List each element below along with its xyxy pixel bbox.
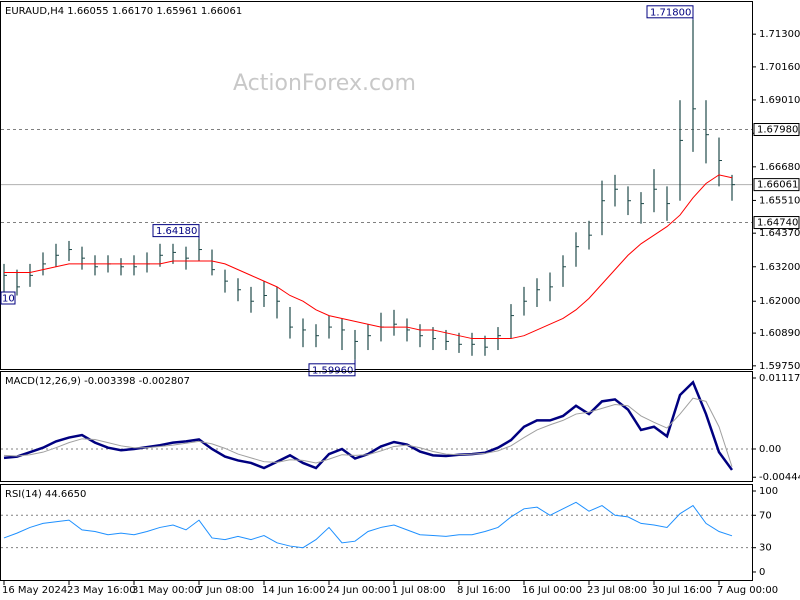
title-bg xyxy=(2,487,6,488)
y-tick-label: 70 xyxy=(759,510,772,521)
watermark: ActionForex.com xyxy=(233,71,416,96)
x-tick-label: 31 May 00:00 xyxy=(132,585,201,596)
title-bg xyxy=(2,4,6,5)
indicator-line xyxy=(3,397,733,467)
panel-title: RSI(14) 44.6650 xyxy=(5,489,86,500)
y-tick-label: -0.004449 xyxy=(759,472,800,483)
x-tick-label: 30 Jul 16:00 xyxy=(652,585,712,596)
x-tick-label: 16 Jul 00:00 xyxy=(522,585,582,596)
y-tick-label: 1.62000 xyxy=(759,296,800,307)
level-label: 1.66061 xyxy=(757,180,798,191)
cropped-label-box xyxy=(0,291,16,305)
x-tick-label: 23 May 16:00 xyxy=(67,585,136,596)
annotation-box xyxy=(646,5,694,19)
panel-frame xyxy=(0,1,753,370)
level-label-box xyxy=(753,123,800,137)
x-tick-label: 8 Jul 16:00 xyxy=(457,585,511,596)
annotation-label: 1.71800 xyxy=(650,7,691,18)
y-tick-label: 0.00 xyxy=(759,444,781,455)
y-tick-label: 0.011176 xyxy=(759,373,800,384)
cropped-label: 10 xyxy=(2,294,15,305)
y-tick-label: 1.70160 xyxy=(759,62,800,73)
annotation-label: 1.64180 xyxy=(156,226,197,237)
y-tick-label: 1.65510 xyxy=(759,195,800,206)
y-tick-label: 1.64370 xyxy=(759,228,800,239)
level-label-box xyxy=(753,216,800,230)
panel-title: EURAUD,H4 1.66055 1.66170 1.65961 1.6606… xyxy=(5,6,242,17)
y-tick-label: 1.71300 xyxy=(759,29,800,40)
x-tick-label: 14 Jun 16:00 xyxy=(262,585,326,596)
level-label: 1.67980 xyxy=(757,125,798,136)
indicator-line xyxy=(3,380,734,471)
level-label-box xyxy=(753,178,800,192)
x-tick-label: 7 Jun 08:00 xyxy=(197,585,254,596)
annotation-box xyxy=(152,224,200,238)
y-tick-label: 1.59750 xyxy=(759,361,800,372)
y-tick-label: 1.63200 xyxy=(759,262,800,273)
y-tick-label: 100 xyxy=(759,486,778,497)
y-tick-label: 30 xyxy=(759,543,772,554)
y-tick-label: 1.60890 xyxy=(759,328,800,339)
panel-frame xyxy=(0,484,753,581)
x-tick-label: 23 Jul 08:00 xyxy=(587,585,647,596)
title-bg xyxy=(2,374,6,375)
moving-average xyxy=(4,174,733,340)
annotation-label: 1.59960 xyxy=(312,365,353,376)
annotation-box xyxy=(308,363,356,377)
x-tick-label: 24 Jun 00:00 xyxy=(327,585,391,596)
y-tick-label: 1.69010 xyxy=(759,95,800,106)
level-label: 1.64740 xyxy=(757,218,798,229)
panel-frame xyxy=(0,371,753,482)
y-tick-label: 1.66680 xyxy=(759,162,800,173)
panel-title: MACD(12,26,9) -0.003398 -0.002807 xyxy=(5,376,190,387)
x-tick-label: 1 Jul 08:00 xyxy=(392,585,446,596)
x-tick-label: 16 May 2024 xyxy=(2,585,67,596)
x-tick-label: 7 Aug 00:00 xyxy=(717,585,778,596)
y-tick-label: 0 xyxy=(759,567,765,578)
indicator-line xyxy=(3,501,733,549)
